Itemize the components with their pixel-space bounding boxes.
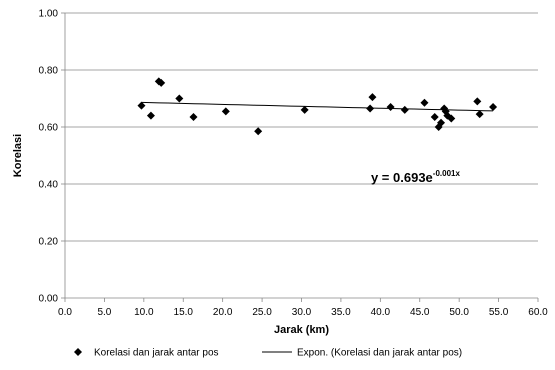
x-tick-label-6: 30.0 [292, 307, 312, 318]
data-point-0 [137, 101, 146, 110]
legend-label-scatter: Korelasi dan jarak antar pos [94, 348, 219, 359]
y-tick-label-3: 0.60 [39, 123, 59, 134]
data-point-5 [189, 113, 198, 122]
x-tick-label-9: 45.0 [410, 307, 430, 318]
data-point-8 [300, 105, 309, 114]
x-tick-label-0: 0.0 [58, 307, 72, 318]
axes [64, 13, 539, 302]
y-tick-label-4: 0.80 [39, 66, 59, 77]
legend-marker-diamond [74, 348, 82, 356]
y-tick-label-1: 0.20 [39, 237, 59, 248]
data-point-13 [420, 98, 429, 107]
x-axis-title: Jarak (km) [274, 324, 329, 336]
data-point-6 [221, 107, 230, 116]
data-point-9 [366, 104, 375, 113]
data-points [137, 77, 498, 136]
legend-label-trendline: Expon. (Korelasi dan jarak antar pos) [297, 348, 462, 359]
x-tick-label-4: 20.0 [213, 307, 233, 318]
y-axis-title: Korelasi [12, 134, 24, 177]
y-tick-label-5: 1.00 [39, 9, 59, 20]
data-point-22 [475, 110, 484, 119]
y-tick-labels: 0.00 0.20 0.40 0.60 0.80 1.00 [39, 9, 59, 305]
data-point-10 [368, 93, 377, 102]
equation-exponent: -0.001x [433, 169, 461, 178]
x-tick-label-2: 10.0 [134, 307, 154, 318]
trendline-equation: y = 0.693e-0.001x [371, 169, 460, 185]
x-tick-label-1: 5.0 [97, 307, 111, 318]
y-tick-label-0: 0.00 [39, 294, 59, 305]
data-point-14 [430, 113, 439, 122]
x-tick-label-3: 15.0 [174, 307, 194, 318]
x-tick-label-8: 40.0 [371, 307, 391, 318]
x-tick-label-11: 55.0 [489, 307, 509, 318]
data-point-7 [254, 127, 263, 136]
y-tick-label-2: 0.40 [39, 180, 59, 191]
data-point-20 [447, 114, 456, 123]
legend: Korelasi dan jarak antar pos Expon. (Kor… [74, 348, 462, 359]
data-point-11 [386, 103, 395, 112]
x-tick-label-10: 50.0 [449, 307, 469, 318]
data-point-1 [146, 111, 155, 120]
data-point-16 [437, 118, 446, 127]
data-point-23 [489, 103, 498, 112]
equation-base: y = 0.693e [371, 170, 433, 185]
x-tick-label-12: 60.0 [528, 307, 548, 318]
data-point-4 [175, 94, 184, 103]
trendline [141, 101, 494, 112]
data-point-12 [400, 105, 409, 114]
gridlines [61, 12, 538, 299]
x-tick-label-7: 35.0 [331, 307, 351, 318]
x-tick-label-5: 25.0 [252, 307, 272, 318]
data-point-3 [157, 78, 166, 87]
x-tick-labels: 0.0 5.0 10.0 15.0 20.0 25.0 30.0 35.0 40.0 45.0 50… [58, 307, 548, 318]
data-point-21 [473, 97, 482, 106]
